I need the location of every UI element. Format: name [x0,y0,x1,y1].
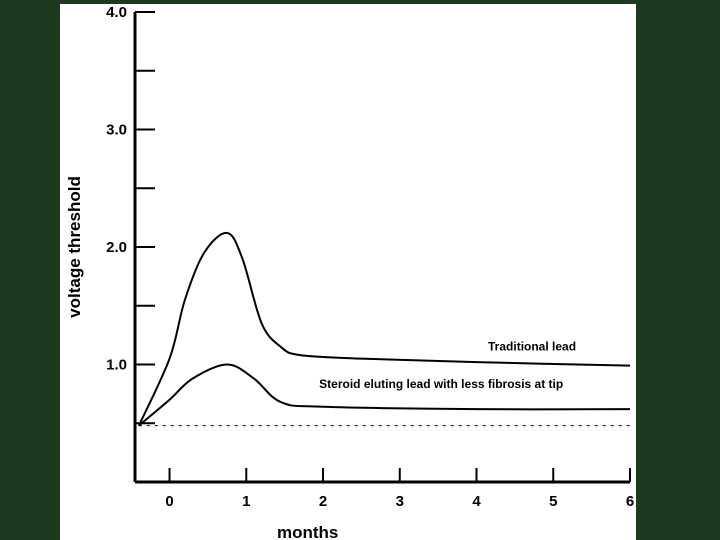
x-tick-label: 2 [319,493,327,510]
x-tick-label: 1 [242,493,250,510]
series-line-traditional-lead [137,231,631,427]
y-tick-label: 4.0 [106,4,127,21]
labels-group: 1.0 2.0 3.0 4.0 0 1 2 3 4 5 6 months voltage thresho… [65,4,634,540]
chart-panel: 1.0 2.0 3.0 4.0 0 1 2 3 4 5 6 months voltage thresho… [60,4,636,540]
y-axis-title: voltage threshold [65,176,84,318]
y-tick-label: 2.0 [106,239,127,256]
series-group [137,231,631,427]
annotation-traditional-lead: Traditional lead [488,339,576,353]
x-tick-label: 4 [472,493,481,510]
axes [133,11,631,484]
y-tick-label: 1.0 [106,357,127,374]
series-line-steroid-eluting-lead [138,363,631,427]
x-tick-label: 3 [396,493,404,510]
y-tick-label: 3.0 [106,122,127,139]
x-tick-label: 6 [626,493,634,510]
x-tick-label: 0 [165,493,173,510]
x-tick-label: 5 [549,493,557,510]
voltage-threshold-chart: 1.0 2.0 3.0 4.0 0 1 2 3 4 5 6 months voltage thresho… [65,4,634,540]
annotation-steroid-eluting-lead: Steroid eluting lead with less fibrosis … [319,377,563,391]
x-axis-title: months [277,523,338,540]
